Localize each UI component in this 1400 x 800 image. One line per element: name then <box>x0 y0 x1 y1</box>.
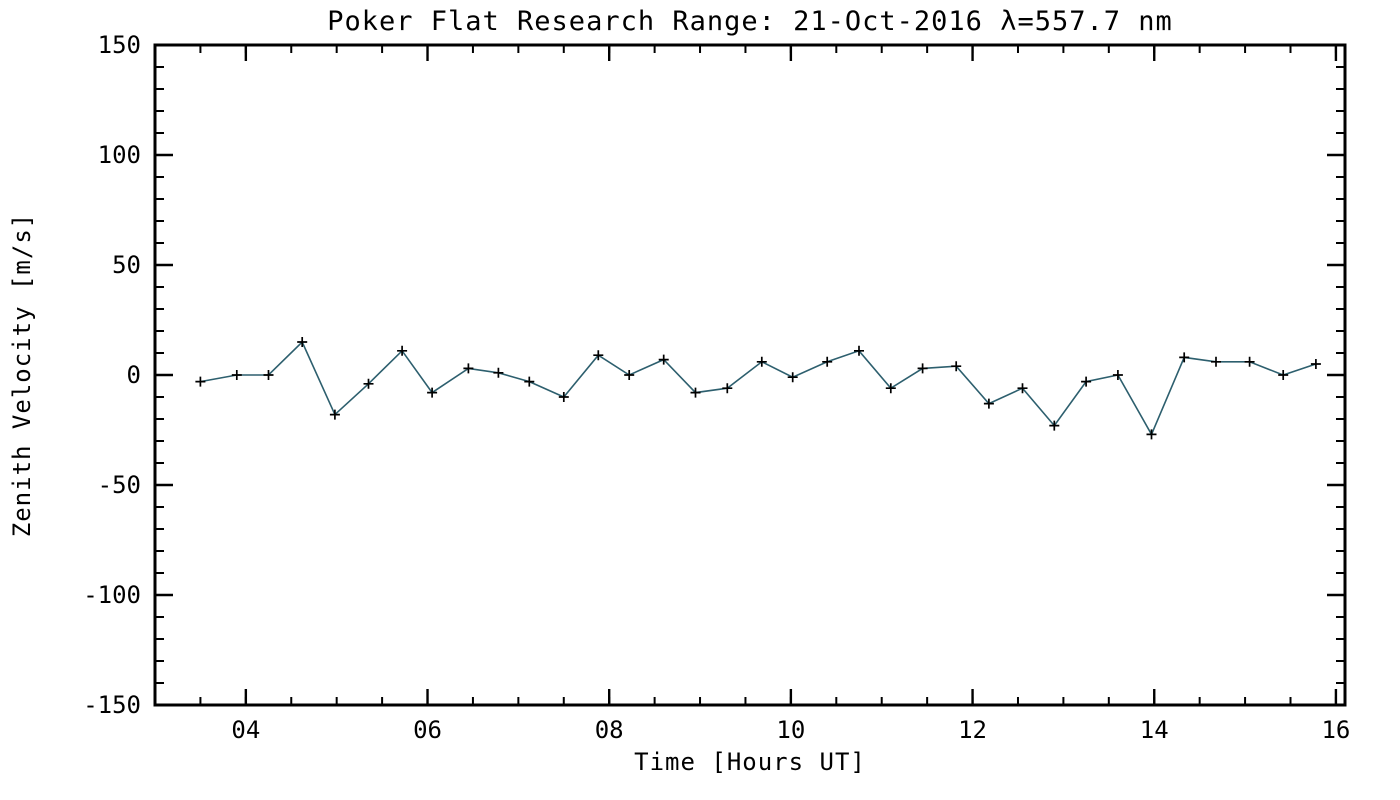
y-axis-label: Zenith Velocity [m/s] <box>8 213 36 537</box>
minor-ticks <box>154 44 1345 706</box>
y-tick-label: 100 <box>98 141 141 169</box>
y-tick-label: 50 <box>112 251 141 279</box>
y-tick-label: 0 <box>127 361 141 389</box>
plot-area: 04 06 08 10 12 14 16 -150 -100 -50 0 50 100 150 <box>83 31 1350 744</box>
x-tick-label: 16 <box>1321 716 1350 744</box>
x-axis-label: Time [Hours UT] <box>634 748 866 776</box>
y-tick-label: -100 <box>83 581 141 609</box>
y-tick-label: -50 <box>98 471 141 499</box>
x-tick-label: 08 <box>595 716 624 744</box>
x-tick-label: 04 <box>231 716 260 744</box>
y-tick-label: 150 <box>98 31 141 59</box>
chart-title: Poker Flat Research Range: 21-Oct-2016 λ… <box>327 6 1173 37</box>
x-tick-label: 14 <box>1140 716 1169 744</box>
data-markers <box>195 337 1321 440</box>
major-ticks <box>155 43 1345 707</box>
x-tick-labels: 04 06 08 10 12 14 16 <box>231 716 1350 744</box>
x-tick-label: 06 <box>413 716 442 744</box>
y-tick-label: -150 <box>83 691 141 719</box>
plot-frame <box>153 43 1347 707</box>
x-tick-label: 12 <box>958 716 987 744</box>
x-tick-label: 10 <box>776 716 805 744</box>
y-tick-labels: -150 -100 -50 0 50 100 150 <box>83 31 141 719</box>
